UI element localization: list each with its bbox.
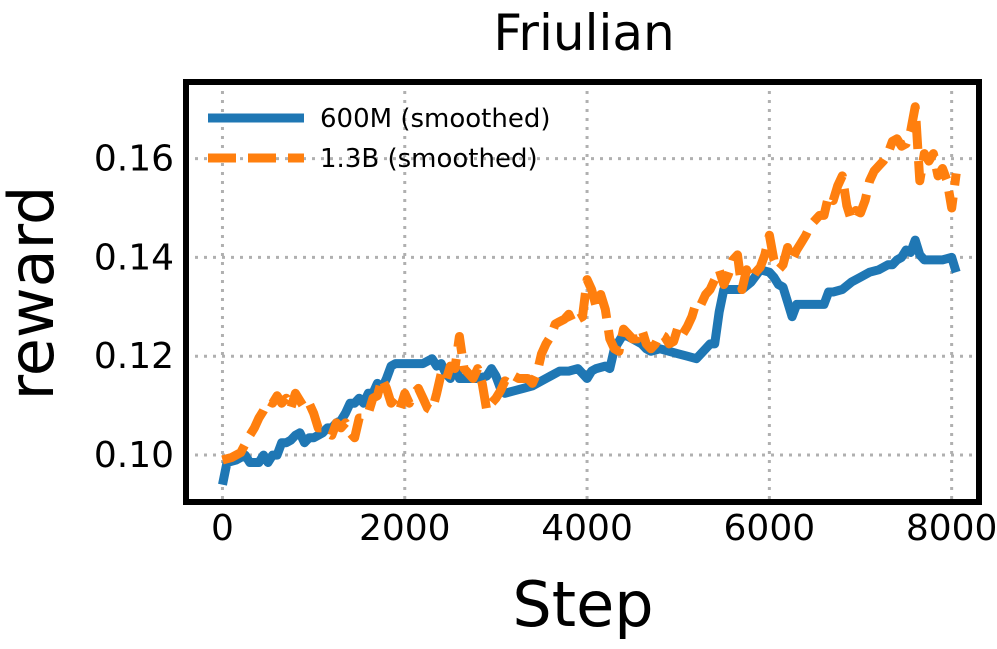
plot-area [218, 102, 961, 486]
plot-frame [183, 79, 982, 505]
legend-label-1-3b: 1.3B (smoothed) [320, 144, 538, 174]
x-tick-label: 8000 [906, 508, 997, 549]
y-tick-label: 0.12 [94, 336, 174, 377]
x-tick-label: 4000 [541, 508, 633, 549]
y-tick-label: 0.10 [94, 435, 174, 476]
grid [186, 82, 979, 502]
y-tick-label: 0.16 [94, 139, 174, 180]
x-tick-label: 0 [211, 508, 234, 549]
axis-ticks: 0 2000 4000 6000 8000 0.10 0.12 0.14 0.16 [94, 139, 997, 549]
legend: 600M (smoothed) 1.3B (smoothed) [208, 104, 550, 174]
legend-label-600m: 600M (smoothed) [320, 104, 550, 134]
x-tick-label: 6000 [724, 508, 816, 549]
y-tick-label: 0.14 [94, 237, 174, 278]
x-axis-title: Step [512, 568, 653, 641]
series-line-0 [218, 235, 961, 486]
y-axis-title: reward [0, 186, 68, 401]
series-line-1 [221, 102, 961, 465]
x-tick-label: 2000 [359, 508, 451, 549]
chart-title: Friulian [493, 4, 674, 62]
